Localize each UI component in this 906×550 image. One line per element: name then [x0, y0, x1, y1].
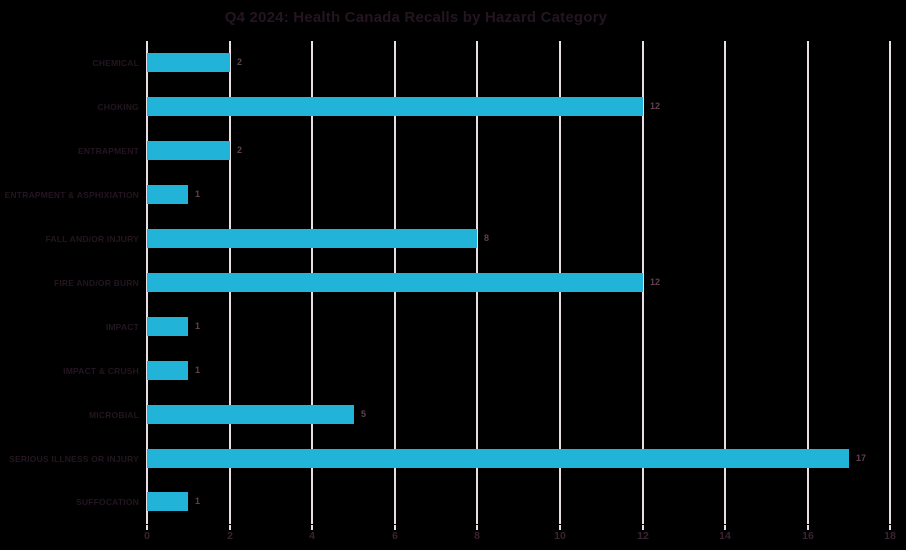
x-tick-label: 8 — [474, 530, 480, 542]
bar — [147, 185, 188, 204]
bar — [147, 141, 230, 160]
bar — [147, 53, 230, 72]
axis-tick-mark — [394, 525, 396, 530]
gridline — [807, 41, 809, 524]
category-label: MICROBIAL — [89, 410, 139, 420]
axis-tick-mark — [642, 525, 644, 530]
bar-value-label: 12 — [650, 277, 661, 287]
gridline — [889, 41, 891, 524]
axis-tick-mark — [146, 525, 148, 530]
x-tick-label: 12 — [637, 530, 649, 542]
bar-value-label: 1 — [195, 189, 201, 199]
axis-tick-mark — [889, 525, 891, 530]
bar-value-label: 5 — [361, 409, 367, 419]
x-tick-label: 16 — [802, 530, 814, 542]
bar-value-label: 2 — [237, 57, 243, 67]
category-label: FALL AND/OR INJURY — [45, 234, 139, 244]
x-tick-label: 4 — [309, 530, 315, 542]
category-label: CHEMICAL — [92, 58, 139, 68]
bar — [147, 273, 643, 292]
bar — [147, 97, 643, 116]
category-label: ENTRAPMENT — [77, 146, 139, 156]
x-tick-label: 0 — [144, 530, 150, 542]
bar — [147, 229, 477, 248]
axis-tick-mark — [724, 525, 726, 530]
category-label: ENTRAPMENT & ASPHIXIATION — [4, 190, 139, 200]
bar — [147, 492, 188, 511]
bar — [147, 361, 188, 380]
x-tick-label: 6 — [392, 530, 398, 542]
bar-value-label: 1 — [195, 365, 201, 375]
plot-area: 2 12 2 1 8 12 1 1 5 17 1 — [146, 41, 891, 530]
x-tick-label: 18 — [884, 530, 896, 542]
bar — [147, 405, 354, 424]
gridline — [724, 41, 726, 524]
bar-value-label: 1 — [195, 321, 201, 331]
bar-value-label: 1 — [195, 496, 201, 506]
bar-value-label: 8 — [484, 233, 490, 243]
category-label: FIRE AND/OR BURN — [53, 278, 139, 288]
chart-title: Q4 2024: Health Canada Recalls by Hazard… — [224, 9, 608, 26]
category-label: IMPACT — [105, 322, 139, 332]
x-tick-label: 10 — [554, 530, 566, 542]
x-tick-label: 14 — [719, 530, 731, 542]
bar-value-label: 17 — [856, 453, 867, 463]
category-label: SERIOUS ILLNESS OR INJURY — [9, 454, 139, 464]
axis-tick-mark — [229, 525, 231, 530]
axis-tick-mark — [476, 525, 478, 530]
category-label: IMPACT & CRUSH — [63, 366, 139, 376]
bar-value-label: 2 — [237, 145, 243, 155]
category-label: SUFFOCATION — [76, 497, 139, 507]
bar — [147, 317, 188, 336]
bar — [147, 449, 849, 468]
axis-tick-mark — [807, 525, 809, 530]
axis-tick-mark — [559, 525, 561, 530]
category-label: CHOKING — [97, 102, 139, 112]
axis-tick-mark — [311, 525, 313, 530]
bar-value-label: 12 — [650, 101, 661, 111]
gridline — [642, 41, 644, 524]
x-tick-label: 2 — [227, 530, 233, 542]
